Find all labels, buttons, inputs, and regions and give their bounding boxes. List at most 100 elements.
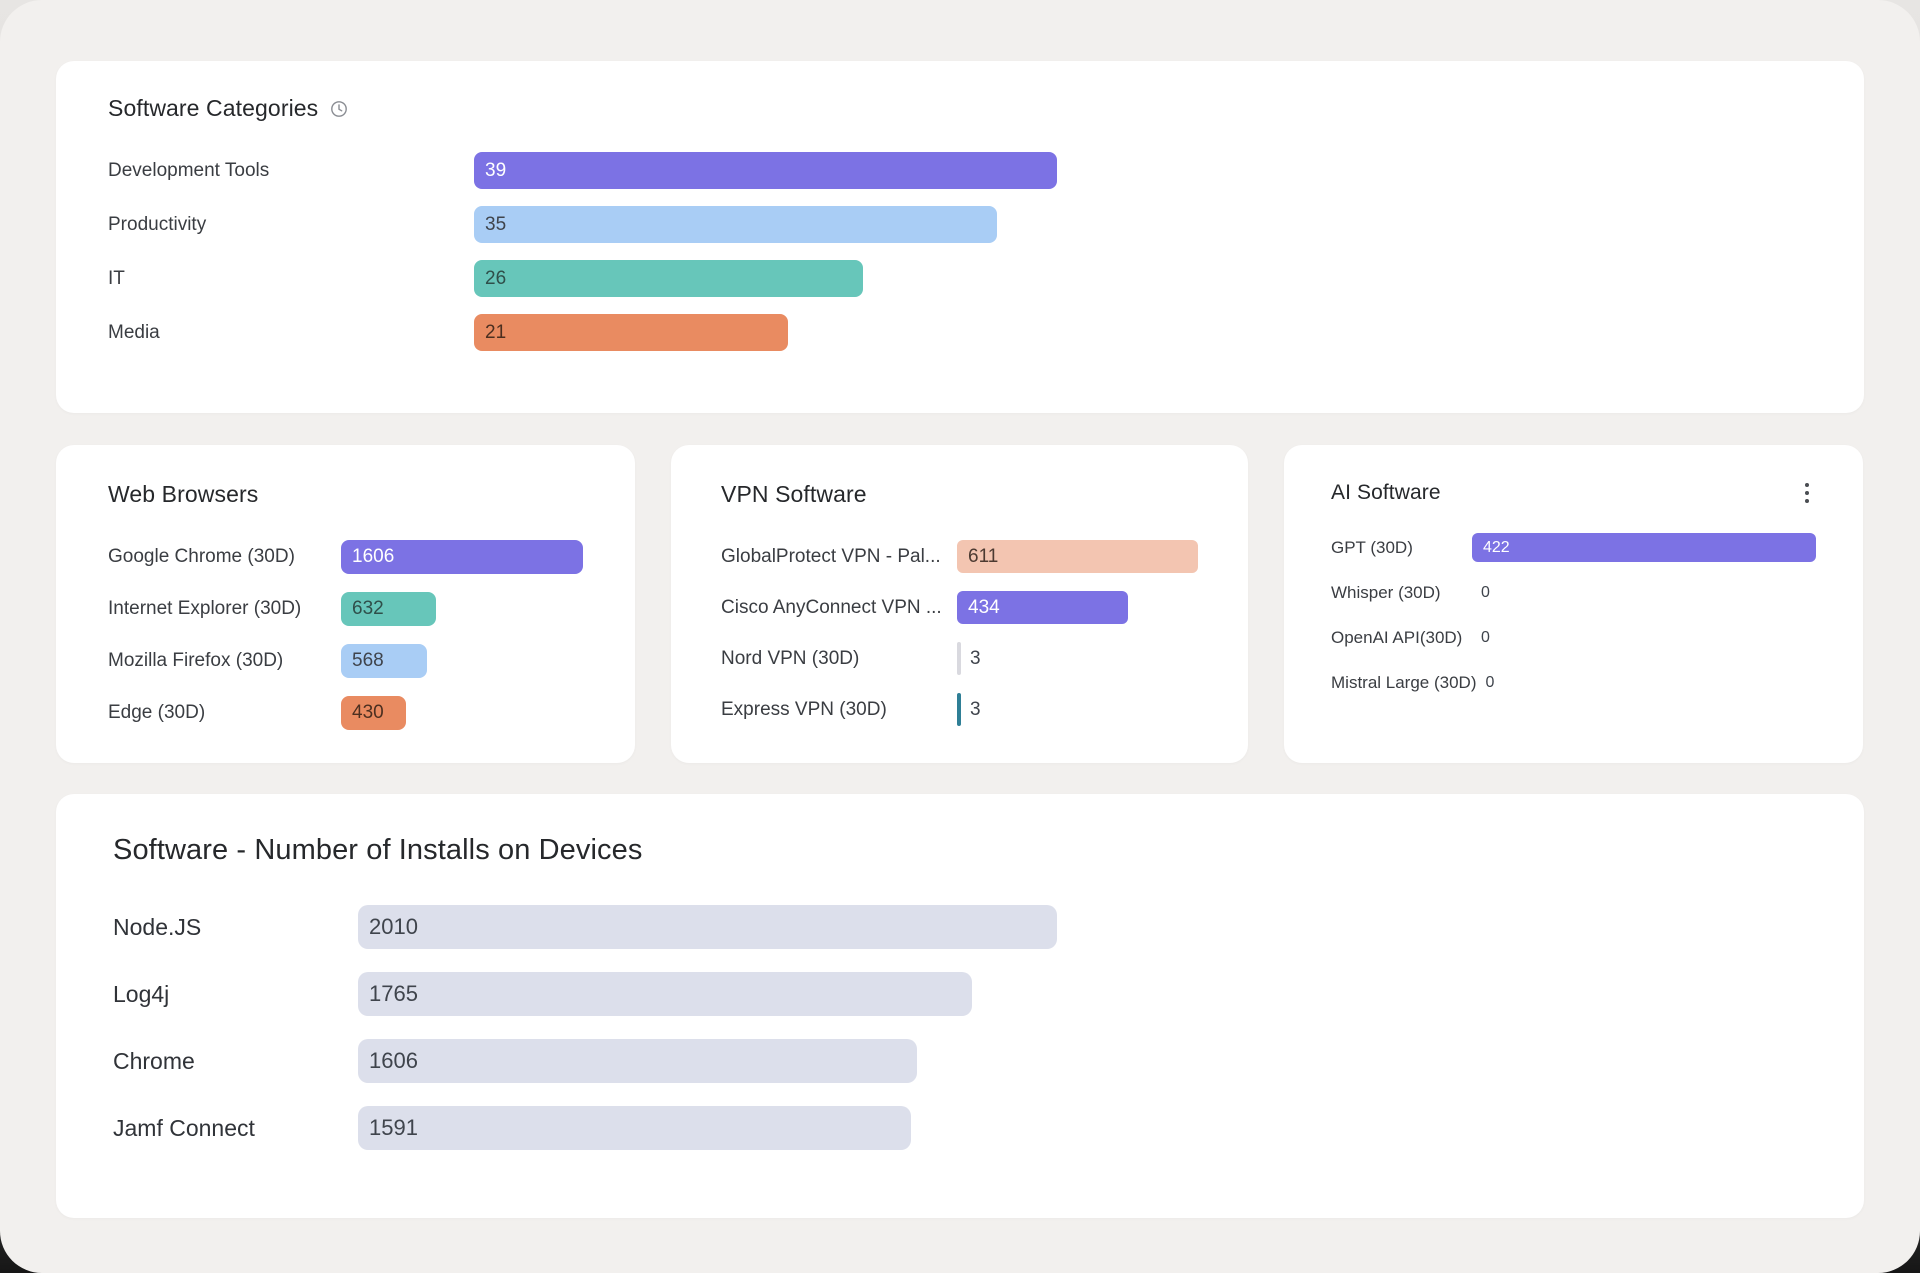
bar-chart: GPT (30D) 422 Whisper (30D) 0 OpenAI API…	[1331, 533, 1816, 697]
bar-value: 0	[1481, 628, 1490, 646]
bar-row: Media 21	[108, 314, 1812, 351]
bar[interactable]	[358, 972, 972, 1016]
bar-value: 611	[968, 545, 999, 567]
bar[interactable]	[957, 591, 1129, 624]
bar-row: Node.JS 2010	[113, 905, 1807, 949]
bar-label: Mistral Large (30D)	[1331, 672, 1477, 692]
bar-chart: GlobalProtect VPN - Pal... 611 Cisco Any…	[721, 540, 1198, 726]
bar[interactable]	[341, 540, 583, 574]
bar-value: 35	[485, 213, 507, 235]
bar-value: 39	[485, 159, 507, 181]
bar[interactable]	[341, 696, 406, 730]
bar-track: 1606	[358, 1039, 1057, 1083]
bar-value: 422	[1483, 538, 1510, 556]
ai-software-card: AI Software GPT (30D) 422 Whisper (30D) …	[1284, 445, 1863, 763]
bar[interactable]	[341, 644, 427, 678]
kebab-menu-icon[interactable]	[1798, 479, 1816, 507]
bar-track: 26	[474, 260, 1057, 297]
bar-row: Express VPN (30D) 3	[721, 693, 1198, 726]
bar-row: GPT (30D) 422	[1331, 533, 1816, 562]
bar-label: Cisco AnyConnect VPN ...	[721, 596, 942, 618]
clock-icon	[330, 100, 348, 118]
bar-label: GlobalProtect VPN - Pal...	[721, 545, 941, 567]
bar-row: Mistral Large (30D) 0	[1331, 668, 1816, 697]
bar-label: GPT (30D)	[1331, 537, 1413, 557]
bar-track: 0	[1472, 623, 1816, 652]
card-title: Software Categories	[108, 95, 319, 121]
bar-track: 1591	[358, 1106, 1057, 1150]
bar[interactable]	[358, 905, 1057, 949]
bar-value: 1765	[369, 981, 418, 1006]
bar-value: 568	[352, 650, 384, 671]
card-header: VPN Software	[721, 481, 1198, 508]
bar-row: Chrome 1606	[113, 1039, 1807, 1083]
bar-row: Log4j 1765	[113, 972, 1807, 1016]
bar-label: Whisper (30D)	[1331, 582, 1441, 602]
bar-row: Internet Explorer (30D) 632	[108, 592, 583, 626]
bar-row: Whisper (30D) 0	[1331, 578, 1816, 607]
bar-track: 0	[1477, 668, 1821, 697]
bar-row: IT 26	[108, 260, 1812, 297]
bar-row: OpenAI API(30D) 0	[1331, 623, 1816, 652]
bar-label: Nord VPN (30D)	[721, 647, 860, 669]
bar-row: Google Chrome (30D) 1606	[108, 540, 583, 574]
bar-value: 0	[1485, 673, 1495, 691]
card-title: VPN Software	[721, 481, 867, 507]
bar-label: OpenAI API(30D)	[1331, 627, 1463, 647]
bar-row: Nord VPN (30D) 3	[721, 642, 1198, 675]
bar-track: 35	[474, 206, 1057, 243]
bar-row: GlobalProtect VPN - Pal... 611	[721, 540, 1198, 573]
bar-value: 3	[970, 698, 981, 720]
bar-value: 1606	[352, 546, 395, 567]
bar-row: Productivity 35	[108, 206, 1812, 243]
bar[interactable]	[957, 642, 961, 675]
bar-chart: Google Chrome (30D) 1606 Internet Explor…	[108, 540, 583, 730]
bar-value: 3	[970, 647, 981, 669]
bar-label: Google Chrome (30D)	[108, 546, 295, 567]
web-browsers-card: Web Browsers Google Chrome (30D) 1606 In…	[56, 445, 635, 763]
bar[interactable]	[957, 693, 961, 726]
bar[interactable]	[358, 1106, 912, 1150]
bar[interactable]	[1472, 533, 1816, 562]
bar-row: Development Tools 39	[108, 152, 1812, 189]
software-categories-card: Software Categories Development Tools 39…	[56, 61, 1864, 413]
bar-label: Node.JS	[113, 913, 202, 940]
bar-value: 1606	[369, 1048, 418, 1073]
bar[interactable]	[358, 1039, 917, 1083]
vpn-software-card: VPN Software GlobalProtect VPN - Pal... …	[671, 445, 1248, 763]
bar[interactable]	[474, 260, 863, 297]
bar-value: 21	[485, 321, 507, 343]
bar-track: 632	[341, 592, 583, 626]
bar-label: Chrome	[113, 1047, 195, 1074]
bar-value: 26	[485, 267, 507, 289]
bar-track: 21	[474, 314, 1057, 351]
bar-track: 430	[341, 696, 583, 730]
software-installs-card: Software - Number of Installs on Devices…	[56, 794, 1864, 1218]
bar-value: 1591	[369, 1115, 418, 1140]
bar-value: 632	[352, 598, 384, 619]
card-header: Software Categories	[108, 95, 1812, 122]
bar-track: 2010	[358, 905, 1057, 949]
bar[interactable]	[474, 314, 788, 351]
bar-track: 422	[1472, 533, 1816, 562]
bar-track: 1765	[358, 972, 1057, 1016]
bar[interactable]	[341, 592, 437, 626]
bar-track: 3	[957, 642, 1198, 675]
bar-label: Jamf Connect	[113, 1114, 255, 1141]
bar-label: Media	[108, 321, 160, 343]
bar-chart: Development Tools 39 Productivity 35 IT …	[108, 152, 1812, 351]
bar-row: Mozilla Firefox (30D) 568	[108, 644, 583, 678]
bar-track: 611	[957, 540, 1198, 573]
bar-value: 434	[968, 596, 1000, 618]
bar-label: Express VPN (30D)	[721, 698, 887, 720]
bar-row: Jamf Connect 1591	[113, 1106, 1807, 1150]
bar-track: 568	[341, 644, 583, 678]
bar[interactable]	[474, 206, 998, 243]
bar[interactable]	[957, 540, 1198, 573]
bar[interactable]	[474, 152, 1057, 189]
bar-value: 2010	[369, 914, 418, 939]
bar-chart: Node.JS 2010 Log4j 1765 Chrome 1606	[113, 905, 1807, 1150]
bar-track: 39	[474, 152, 1057, 189]
card-title: Web Browsers	[108, 481, 259, 507]
card-header: AI Software	[1331, 479, 1816, 507]
